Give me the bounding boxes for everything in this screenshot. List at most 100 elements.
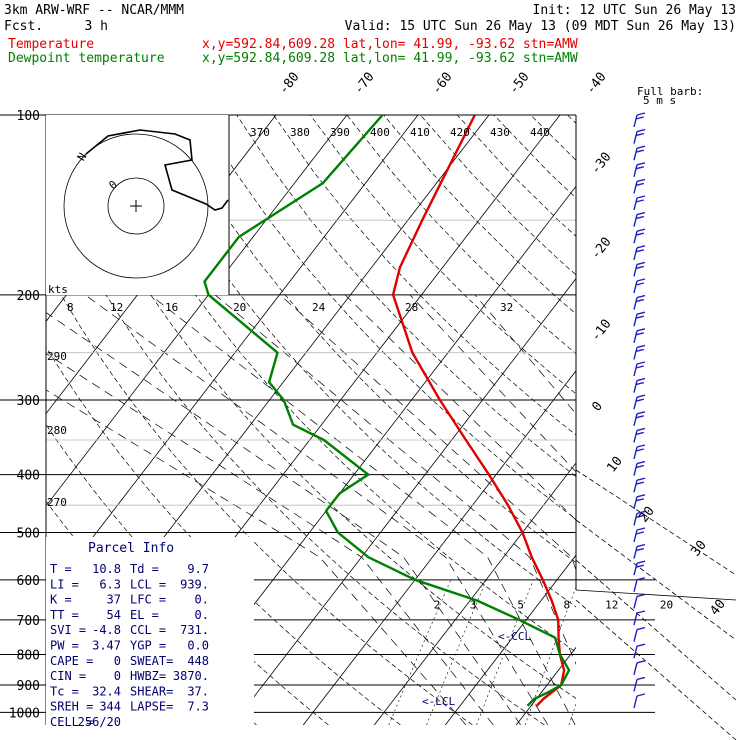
isotherm-label: -20 — [588, 235, 614, 263]
isotherm-line — [373, 462, 576, 725]
dry-adiabat-line — [46, 266, 473, 725]
wind-barb — [633, 643, 646, 659]
parcel-info-cell: LAPSE= — [130, 700, 173, 714]
dry-adiabat-line — [641, 115, 740, 725]
parcel-info-cell: LI = — [50, 577, 79, 591]
wind-barb — [633, 311, 646, 327]
wind-barbs — [633, 112, 646, 709]
parcel-info-cell: 37. — [187, 684, 209, 698]
theta-e-mid-label: 20 — [233, 301, 246, 314]
parcel-info-cell: CCL = — [130, 623, 166, 637]
theta-e-label: 380 — [290, 126, 310, 139]
wind-barb — [633, 676, 646, 692]
moist-adiabat-line — [279, 294, 576, 571]
dry-adiabat-line — [309, 115, 576, 395]
mixing-ratio-label: 2 — [434, 598, 441, 611]
parcel-info-cell: 37 — [107, 593, 121, 607]
wind-barb — [633, 145, 646, 161]
isotherm-label: 10 — [604, 454, 625, 476]
wind-column-guide — [575, 519, 737, 641]
dry-adiabat-line — [383, 115, 576, 315]
pressure-label: 800 — [17, 648, 40, 663]
temperature-location: x,y=592.84,609.28 lat,lon= 41.99, -93.62… — [202, 37, 578, 52]
wind-barb — [633, 427, 646, 443]
moist-adiabat-line — [46, 389, 467, 725]
parcel-info-cell: 0. — [195, 593, 209, 607]
init-time: Init: 12 UTC Sun 26 May 13 — [533, 3, 737, 18]
parcel-info-cell: K = — [50, 593, 72, 607]
wind-barb — [633, 693, 646, 709]
parcel-info-cell: 448 — [187, 654, 209, 668]
pressure-label: 600 — [17, 574, 40, 589]
mixing-ratio-line — [388, 579, 452, 725]
fcst-label: Fcst. — [4, 19, 43, 34]
parcel-info-cell: 939. — [180, 577, 209, 591]
wind-barb — [633, 593, 646, 609]
ccl-annotation: <-CCL — [498, 630, 531, 643]
parcel-info-cell: CELL = — [50, 715, 93, 729]
parcel-info-cell: PW = — [50, 639, 79, 653]
parcel-info-cell: 10.8 — [92, 562, 121, 576]
parcel-info-cell: 344 — [99, 700, 121, 714]
theta-e-mid-label: 32 — [500, 301, 513, 314]
moist-adiabat-line — [149, 294, 576, 725]
theta-e-label: 370 — [250, 126, 270, 139]
parcel-info-title: Parcel Info — [88, 541, 174, 556]
parcel-info-cell: 54 — [107, 608, 121, 622]
dry-adiabat-line — [604, 115, 740, 725]
model-title: 3km ARW-WRF -- NCAR/MMM — [4, 3, 184, 18]
mixing-ratio-line — [568, 703, 576, 725]
wind-barb — [633, 543, 646, 559]
pressure-label: 900 — [17, 679, 40, 694]
wind-barb — [633, 377, 646, 393]
mixing-ratio-label: 12 — [605, 598, 618, 611]
parcel-info-cell: -4.8 — [92, 623, 121, 637]
wind-column — [575, 469, 737, 740]
theta-e-label: 430 — [490, 126, 510, 139]
wind-barb — [633, 444, 646, 460]
parcel-info-cell: 0.0 — [187, 639, 209, 653]
moist-adiabat-line — [214, 294, 576, 665]
background-grid — [46, 115, 740, 725]
wind-barb — [633, 261, 646, 277]
pressure-label: 500 — [17, 527, 40, 542]
parcel-info-cell: HWBZ= — [130, 669, 166, 683]
valid-time: Valid: 15 UTC Sun 26 May 13 (09 MDT Sun … — [345, 19, 736, 34]
wind-barb — [633, 560, 646, 576]
wind-column-guide — [575, 469, 737, 576]
wind-barb — [633, 228, 646, 244]
pressure-label: 200 — [17, 289, 40, 304]
theta-e-mid-label: 12 — [110, 301, 123, 314]
parcel-info-cell: SVI = — [50, 623, 86, 637]
hodograph: kts N 0 — [46, 115, 230, 296]
pressure-label: 1000 — [9, 706, 40, 721]
lcl-annotation: <-LCL — [422, 695, 455, 708]
isotherm-line — [729, 115, 740, 725]
wind-barb — [633, 245, 646, 260]
mixing-ratio-label: 20 — [660, 598, 673, 611]
dry-adiabat-line — [46, 346, 401, 725]
theta-label: 270 — [47, 496, 67, 509]
parcel-info-cell: T = — [50, 562, 72, 576]
pressure-label: 400 — [17, 469, 40, 484]
dry-adiabat-line — [162, 115, 576, 563]
theta-e-label: 420 — [450, 126, 470, 139]
wind-barb — [633, 211, 646, 227]
wind-barb — [633, 344, 646, 360]
dry-adiabat-line — [567, 115, 576, 124]
dry-adiabat-line — [420, 115, 576, 276]
wind-barb — [633, 660, 646, 675]
wind-barb — [633, 361, 646, 377]
isotherm-line — [231, 277, 576, 725]
dry-adiabat-line — [346, 115, 576, 355]
full-barb-unit: 5 m s — [643, 94, 676, 107]
theta-e-mid-label: 16 — [165, 301, 178, 314]
wind-barb — [633, 577, 646, 592]
wind-column-edge — [575, 589, 737, 601]
wind-barb — [633, 411, 646, 426]
wind-barb — [633, 162, 646, 177]
parcel-info-cell: 0 — [114, 654, 121, 668]
isotherm-line — [46, 115, 419, 599]
isotherm-label: 20 — [636, 504, 657, 526]
